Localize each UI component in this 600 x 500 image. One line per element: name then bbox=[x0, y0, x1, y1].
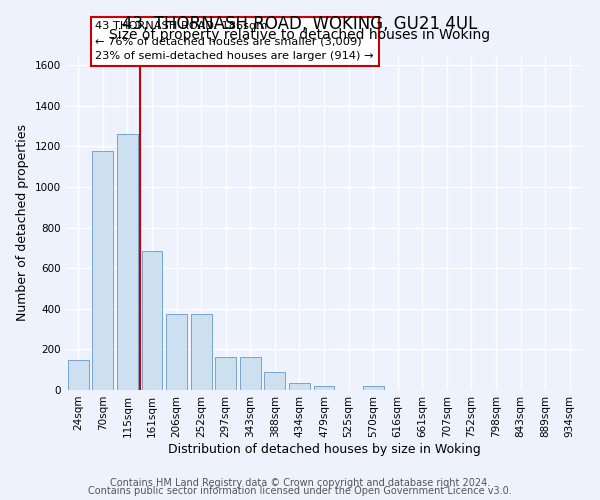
Bar bbox=[265, 372, 286, 390]
Bar bbox=[166, 314, 187, 390]
Text: 43 THORNASH ROAD: 186sqm
← 76% of detached houses are smaller (3,009)
23% of sem: 43 THORNASH ROAD: 186sqm ← 76% of detach… bbox=[95, 22, 374, 61]
Text: Contains public sector information licensed under the Open Government Licence v3: Contains public sector information licen… bbox=[88, 486, 512, 496]
Bar bbox=[215, 356, 236, 390]
Bar bbox=[240, 356, 261, 390]
Bar bbox=[362, 386, 383, 390]
Text: Contains HM Land Registry data © Crown copyright and database right 2024.: Contains HM Land Registry data © Crown c… bbox=[110, 478, 490, 488]
Y-axis label: Number of detached properties: Number of detached properties bbox=[16, 124, 29, 321]
Text: Size of property relative to detached houses in Woking: Size of property relative to detached ho… bbox=[109, 28, 491, 42]
Bar bbox=[68, 360, 89, 390]
Bar bbox=[117, 134, 138, 390]
Bar bbox=[191, 314, 212, 390]
Bar bbox=[142, 251, 163, 390]
Bar bbox=[92, 152, 113, 390]
X-axis label: Distribution of detached houses by size in Woking: Distribution of detached houses by size … bbox=[167, 442, 481, 456]
Text: 43, THORNASH ROAD, WOKING, GU21 4UL: 43, THORNASH ROAD, WOKING, GU21 4UL bbox=[122, 15, 478, 33]
Bar bbox=[314, 386, 334, 390]
Bar bbox=[289, 383, 310, 390]
